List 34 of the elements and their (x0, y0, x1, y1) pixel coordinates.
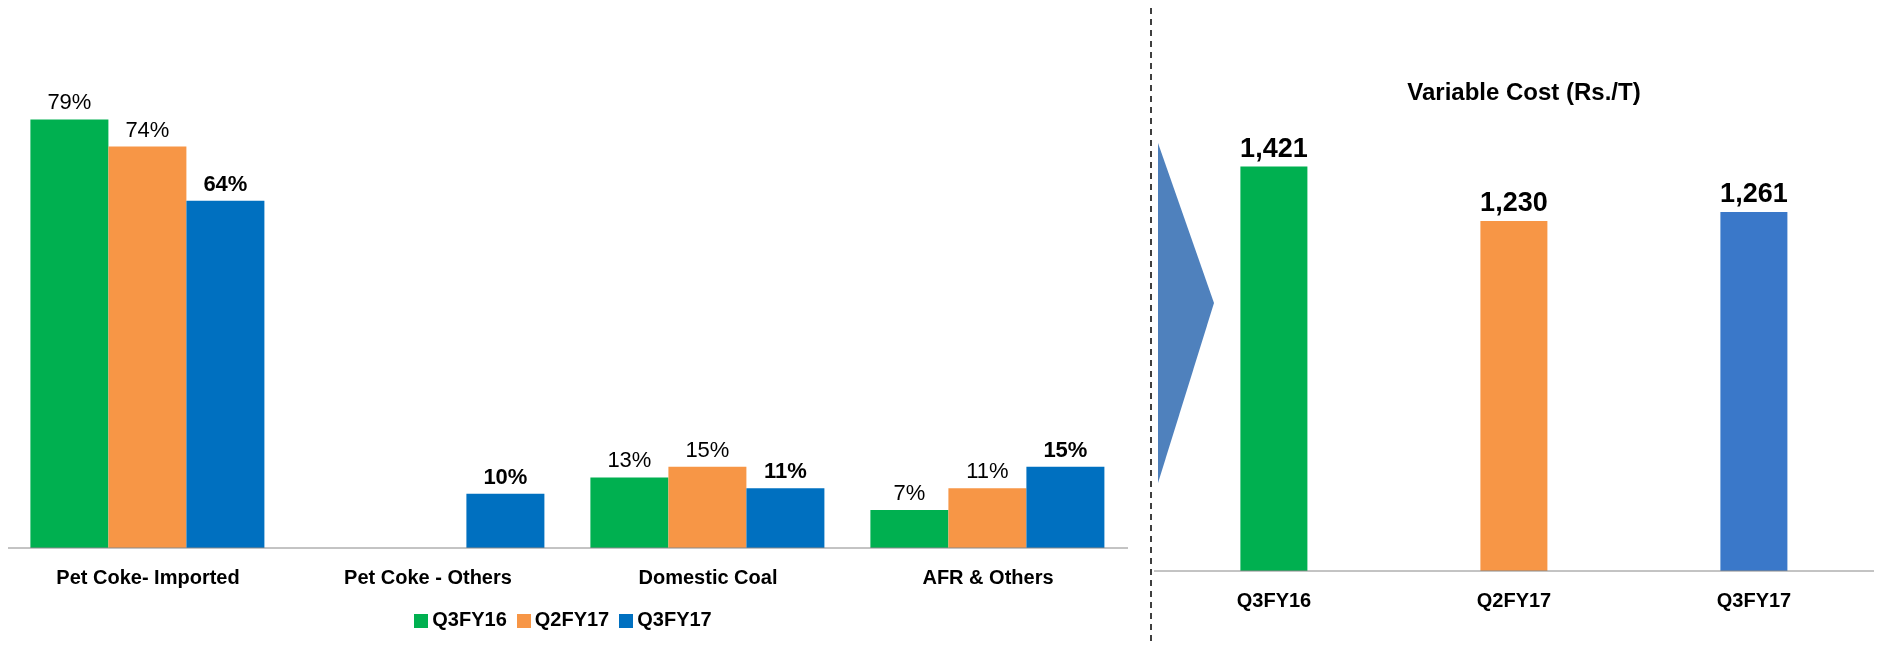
bar (186, 200, 265, 548)
data-label: 64% (203, 170, 248, 196)
data-label: 13% (607, 447, 652, 473)
data-label: 11% (763, 458, 807, 484)
bar (30, 119, 109, 548)
bar (1026, 466, 1105, 548)
x-tick-label: Pet Coke - Others (344, 566, 512, 589)
legend-label: Q3FY17 (637, 608, 712, 630)
bar (948, 488, 1027, 548)
bar (870, 510, 949, 548)
bar (668, 466, 747, 548)
legend-label: Q3FY16 (432, 608, 507, 630)
data-label: 79% (47, 89, 92, 115)
bar (466, 493, 545, 548)
bar (746, 488, 825, 548)
x-tick-label: Q3FY16 (1236, 589, 1312, 612)
data-label: 15% (685, 436, 730, 462)
x-tick-label: Domestic Coal (638, 566, 778, 589)
data-label: 1,421 (1240, 132, 1308, 163)
bar (108, 146, 187, 548)
data-label: 11% (966, 458, 1009, 484)
data-label: 10% (483, 463, 528, 489)
data-label: 7% (893, 480, 926, 506)
chart-title: Variable Cost (Rs./T) (1406, 78, 1642, 106)
x-tick-label: Q3FY17 (1716, 589, 1792, 612)
x-tick-label: Q2FY17 (1476, 589, 1552, 612)
x-tick-label: AFR & Others (922, 566, 1054, 589)
x-tick-label: Pet Coke- Imported (56, 566, 240, 589)
data-label: 1,230 (1480, 186, 1548, 217)
data-label: 15% (1043, 436, 1088, 462)
bar (590, 477, 669, 548)
legend-label: Q2FY17 (534, 608, 610, 630)
data-label: 1,261 (1720, 178, 1788, 209)
data-label: 74% (125, 116, 170, 142)
